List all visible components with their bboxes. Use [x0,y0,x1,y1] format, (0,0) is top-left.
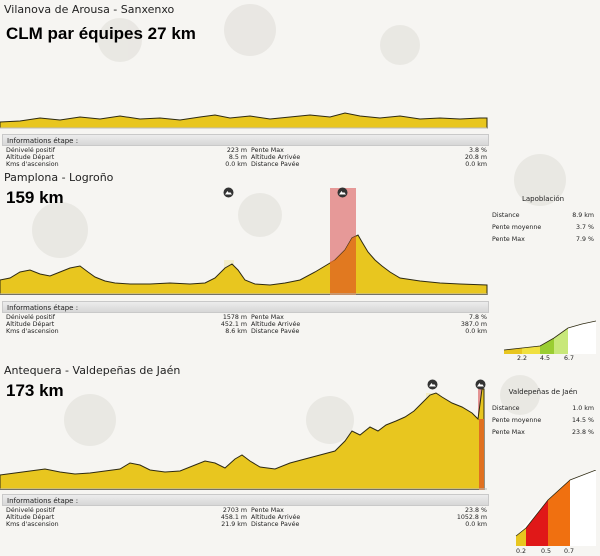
climb-mini-profile [503,320,596,354]
climb-stat-value: 1.0 km [572,405,594,412]
climb-stat-label: Pente moyenne [492,417,542,424]
info-label: Distance Pavée [251,328,300,335]
stage-subtitle: 159 km [6,188,64,207]
info-row: Altitude Départ 458.1 m Altitude Arrivée… [6,514,487,521]
climb-detail-panel: Lapoblación Distance 8.9 km Pente moyenn… [490,193,596,363]
climb-stat-value: 23.8 % [571,429,594,436]
info-label: Altitude Arrivée [251,154,301,161]
climb-km-mark: 0.7 [564,548,575,555]
climb-core-segment [330,236,356,295]
info-row: Kms d'ascension 8.6 km Distance Pavée 0.… [6,328,487,335]
stage-info-header: Informations étape : [2,494,489,506]
climb-stat-row: Pente Max 7.9 % [492,236,594,244]
info-label: Distance Pavée [251,521,300,528]
elevation-profile [0,388,487,490]
climb-stat-value: 14.5 % [571,417,594,424]
info-value: 458.1 m [220,514,247,521]
mountain-summit-icon [427,379,438,390]
mountain-summit-icon [223,187,234,198]
info-label: Pente Max [251,147,284,154]
climb-km-mark: 4.5 [540,355,551,362]
info-label: Altitude Départ [6,514,55,521]
climb-stat-row: Pente moyenne 3.7 % [492,224,594,232]
info-value: 8.5 m [228,154,247,161]
climb-stat-label: Pente Max [492,429,525,436]
info-label: Altitude Départ [6,154,55,161]
info-value: 2703 m [222,507,247,514]
info-value: 223 m [226,147,247,154]
stage-route-title: Antequera - Valdepeñas de Jaén [4,364,181,377]
info-row: Altitude Départ 452.1 m Altitude Arrivée… [6,321,487,328]
info-value: 23.8 % [464,507,487,514]
info-value: 0.0 km [465,521,487,528]
climb-core-segment [479,419,484,490]
stage-route-title: Vilanova de Arousa - Sanxenxo [4,3,175,16]
climb-stat-row: Pente moyenne 14.5 % [492,417,594,425]
climb-km-mark: 2.2 [517,355,528,362]
climb-stat-row: Distance 1.0 km [492,405,594,413]
info-label: Altitude Arrivée [251,321,301,328]
climb-stat-label: Distance [492,405,520,412]
climb-stat-row: Distance 8.9 km [492,212,594,220]
elevation-profile [0,112,488,129]
info-label: Distance Pavée [251,161,300,168]
climb-name: Valdepeñas de Jaén [508,388,578,396]
stage-info-table: Dénivelé positif 2703 m Pente Max 23.8 %… [6,507,487,528]
climb-km-mark: 0.2 [516,548,527,555]
info-label: Kms d'ascension [6,328,59,335]
info-label: Altitude Départ [6,321,55,328]
info-label: Dénivelé positif [6,314,56,321]
climb-mini-profile [515,470,596,546]
info-row: Dénivelé positif 2703 m Pente Max 23.8 % [6,507,487,514]
mountain-summit-icon [475,379,486,390]
info-label: Altitude Arrivée [251,514,301,521]
stage-route-title: Pamplona - Logroño [4,171,114,184]
info-value: 8.6 km [225,328,247,335]
info-row: Dénivelé positif 1578 m Pente Max 7.8 % [6,314,487,321]
climb-detail-panel: Valdepeñas de Jaén Distance 1.0 km Pente… [490,386,596,556]
climb-stat-value: 8.9 km [572,212,594,219]
climb-stat-value: 7.9 % [576,236,594,243]
stage-info-header: Informations étape : [2,134,489,146]
climb-stat-value: 3.7 % [576,224,594,231]
stage-info-table: Dénivelé positif 1578 m Pente Max 7.8 % … [6,314,487,335]
info-row: Kms d'ascension 0.0 km Distance Pavée 0.… [6,161,487,168]
info-label: Kms d'ascension [6,161,59,168]
climb-name: Lapoblación [521,195,565,203]
info-value: 1052.8 m [456,514,487,521]
stage-subtitle: 173 km [6,381,64,400]
info-value: 20.8 m [464,154,487,161]
info-value: 21.9 km [221,521,247,528]
info-value: 0.0 km [225,161,247,168]
info-value: 0.0 km [465,161,487,168]
climb-km-mark: 6.7 [564,355,575,362]
climb-stat-label: Pente Max [492,236,525,243]
info-label: Dénivelé positif [6,507,56,514]
info-value: 1578 m [222,314,247,321]
info-label: Pente Max [251,507,284,514]
info-label: Kms d'ascension [6,521,59,528]
elevation-profile [0,188,488,295]
info-row: Dénivelé positif 223 m Pente Max 3.8 % [6,147,487,154]
info-value: 3.8 % [469,147,487,154]
info-row: Kms d'ascension 21.9 km Distance Pavée 0… [6,521,487,528]
info-row: Altitude Départ 8.5 m Altitude Arrivée 2… [6,154,487,161]
info-value: 0.0 km [465,328,487,335]
stage-info-table: Dénivelé positif 223 m Pente Max 3.8 % A… [6,147,487,168]
stage-subtitle: CLM par équipes 27 km [6,24,196,43]
climb-stat-label: Pente moyenne [492,224,542,231]
info-label: Pente Max [251,314,284,321]
mountain-summit-icon [337,187,348,198]
info-value: 7.8 % [469,314,487,321]
climb-km-mark: 0.5 [541,548,552,555]
climb-stat-label: Distance [492,212,520,219]
climb-stat-row: Pente Max 23.8 % [492,429,594,437]
info-value: 452.1 m [220,321,247,328]
info-label: Dénivelé positif [6,147,56,154]
stage-info-header: Informations étape : [2,301,489,313]
info-value: 387.0 m [460,321,487,328]
